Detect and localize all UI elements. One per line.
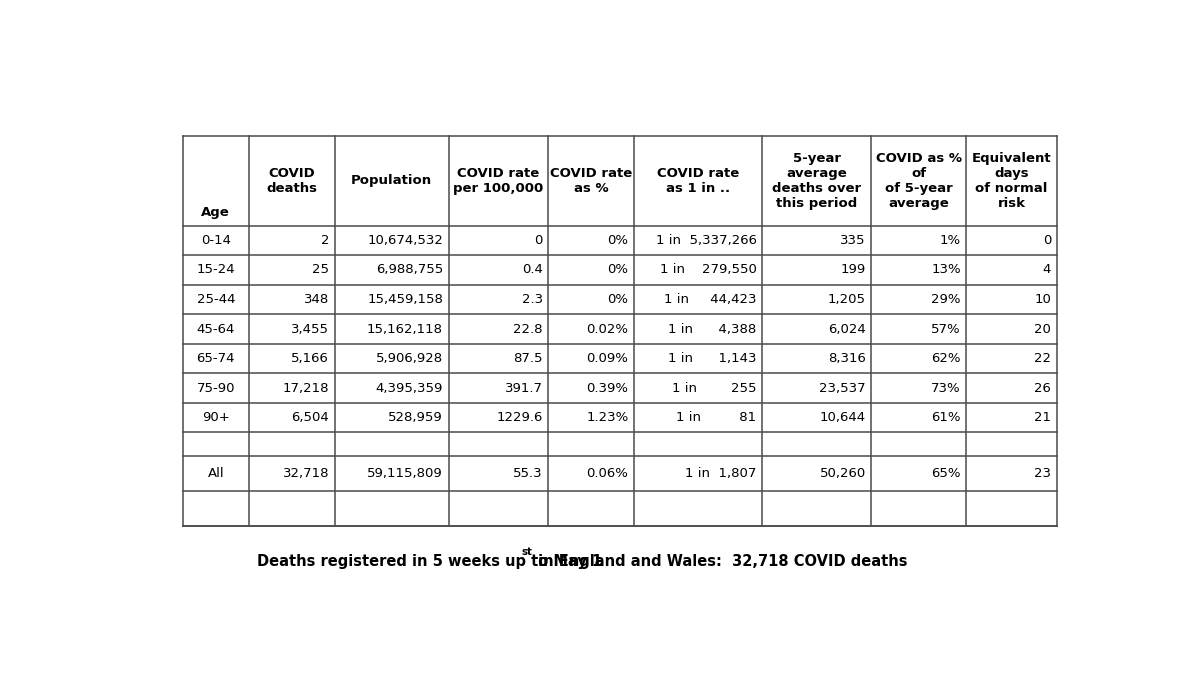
Text: 5-year
average
deaths over
this period: 5-year average deaths over this period (773, 151, 862, 210)
Text: 4,395,359: 4,395,359 (376, 382, 443, 395)
Text: 20: 20 (1034, 322, 1051, 335)
Text: 59,115,809: 59,115,809 (367, 467, 443, 480)
Text: 90+: 90+ (202, 411, 229, 425)
Text: 23: 23 (1034, 467, 1051, 480)
Text: 10,644: 10,644 (820, 411, 866, 425)
Text: Population: Population (352, 174, 432, 187)
Text: 1 in      1,143: 1 in 1,143 (668, 352, 757, 365)
Text: 0%: 0% (607, 293, 629, 306)
Text: 1229.6: 1229.6 (497, 411, 542, 425)
Text: COVID rate
per 100,000: COVID rate per 100,000 (454, 167, 544, 195)
Text: 55.3: 55.3 (514, 467, 542, 480)
Text: 4: 4 (1043, 264, 1051, 276)
Text: 0.4: 0.4 (522, 264, 542, 276)
Text: 22.8: 22.8 (514, 322, 542, 335)
Text: 10,674,532: 10,674,532 (367, 234, 443, 247)
Text: 2: 2 (320, 234, 329, 247)
Text: 6,988,755: 6,988,755 (376, 264, 443, 276)
Text: 1 in        255: 1 in 255 (672, 382, 757, 395)
Text: 22: 22 (1034, 352, 1051, 365)
Text: 1,205: 1,205 (828, 293, 866, 306)
Text: 6,024: 6,024 (828, 322, 866, 335)
Text: 0%: 0% (607, 264, 629, 276)
Text: COVID
deaths: COVID deaths (266, 167, 317, 195)
Text: 391.7: 391.7 (505, 382, 542, 395)
Text: 1.23%: 1.23% (586, 411, 629, 425)
Text: 0: 0 (1043, 234, 1051, 247)
Text: COVID as %
of
of 5-year
average: COVID as % of of 5-year average (876, 151, 962, 210)
Text: 50,260: 50,260 (820, 467, 866, 480)
Text: 1 in  5,337,266: 1 in 5,337,266 (655, 234, 757, 247)
Text: 0.06%: 0.06% (587, 467, 629, 480)
Text: in England and Wales:  32,718 COVID deaths: in England and Wales: 32,718 COVID death… (533, 554, 907, 569)
Text: 1%: 1% (940, 234, 961, 247)
Text: 13%: 13% (931, 264, 961, 276)
Text: Deaths registered in 5 weeks up to May 1: Deaths registered in 5 weeks up to May 1 (257, 554, 602, 569)
Text: 0.02%: 0.02% (587, 322, 629, 335)
Text: 21: 21 (1034, 411, 1051, 425)
Text: 199: 199 (841, 264, 866, 276)
Text: 1 in  1,807: 1 in 1,807 (685, 467, 757, 480)
Text: 10: 10 (1034, 293, 1051, 306)
Text: 0%: 0% (607, 234, 629, 247)
Text: 23,537: 23,537 (820, 382, 866, 395)
Text: 15,459,158: 15,459,158 (367, 293, 443, 306)
Text: 26: 26 (1034, 382, 1051, 395)
Text: COVID rate
as %: COVID rate as % (550, 167, 632, 195)
Text: 75-90: 75-90 (197, 382, 235, 395)
Text: 32,718: 32,718 (282, 467, 329, 480)
Text: 5,166: 5,166 (292, 352, 329, 365)
Text: 8,316: 8,316 (828, 352, 866, 365)
Text: 45-64: 45-64 (197, 322, 235, 335)
Text: Equivalent
days
of normal
risk: Equivalent days of normal risk (972, 151, 1051, 210)
Text: st: st (522, 547, 533, 557)
Text: 62%: 62% (931, 352, 961, 365)
Text: 1 in    279,550: 1 in 279,550 (660, 264, 757, 276)
Text: 348: 348 (304, 293, 329, 306)
Text: 2.3: 2.3 (522, 293, 542, 306)
Text: 1 in     44,423: 1 in 44,423 (664, 293, 757, 306)
Text: Age: Age (202, 206, 230, 219)
Text: 3,455: 3,455 (292, 322, 329, 335)
Text: 15-24: 15-24 (197, 264, 235, 276)
Text: 335: 335 (840, 234, 866, 247)
Text: 0.39%: 0.39% (587, 382, 629, 395)
Text: 61%: 61% (931, 411, 961, 425)
Text: 87.5: 87.5 (514, 352, 542, 365)
Text: 17,218: 17,218 (282, 382, 329, 395)
Text: 57%: 57% (931, 322, 961, 335)
Text: 0: 0 (534, 234, 542, 247)
Text: 29%: 29% (931, 293, 961, 306)
Text: 65-74: 65-74 (197, 352, 235, 365)
Text: 25-44: 25-44 (197, 293, 235, 306)
Text: 1 in         81: 1 in 81 (677, 411, 757, 425)
Text: All: All (208, 467, 224, 480)
Text: 6,504: 6,504 (292, 411, 329, 425)
Text: 5,906,928: 5,906,928 (376, 352, 443, 365)
Text: 73%: 73% (931, 382, 961, 395)
Text: 528,959: 528,959 (389, 411, 443, 425)
Text: 0.09%: 0.09% (587, 352, 629, 365)
Text: 0-14: 0-14 (200, 234, 230, 247)
Text: 15,162,118: 15,162,118 (367, 322, 443, 335)
Text: 1 in      4,388: 1 in 4,388 (668, 322, 757, 335)
Text: 25: 25 (312, 264, 329, 276)
Text: 65%: 65% (931, 467, 961, 480)
Text: COVID rate
as 1 in ..: COVID rate as 1 in .. (656, 167, 739, 195)
